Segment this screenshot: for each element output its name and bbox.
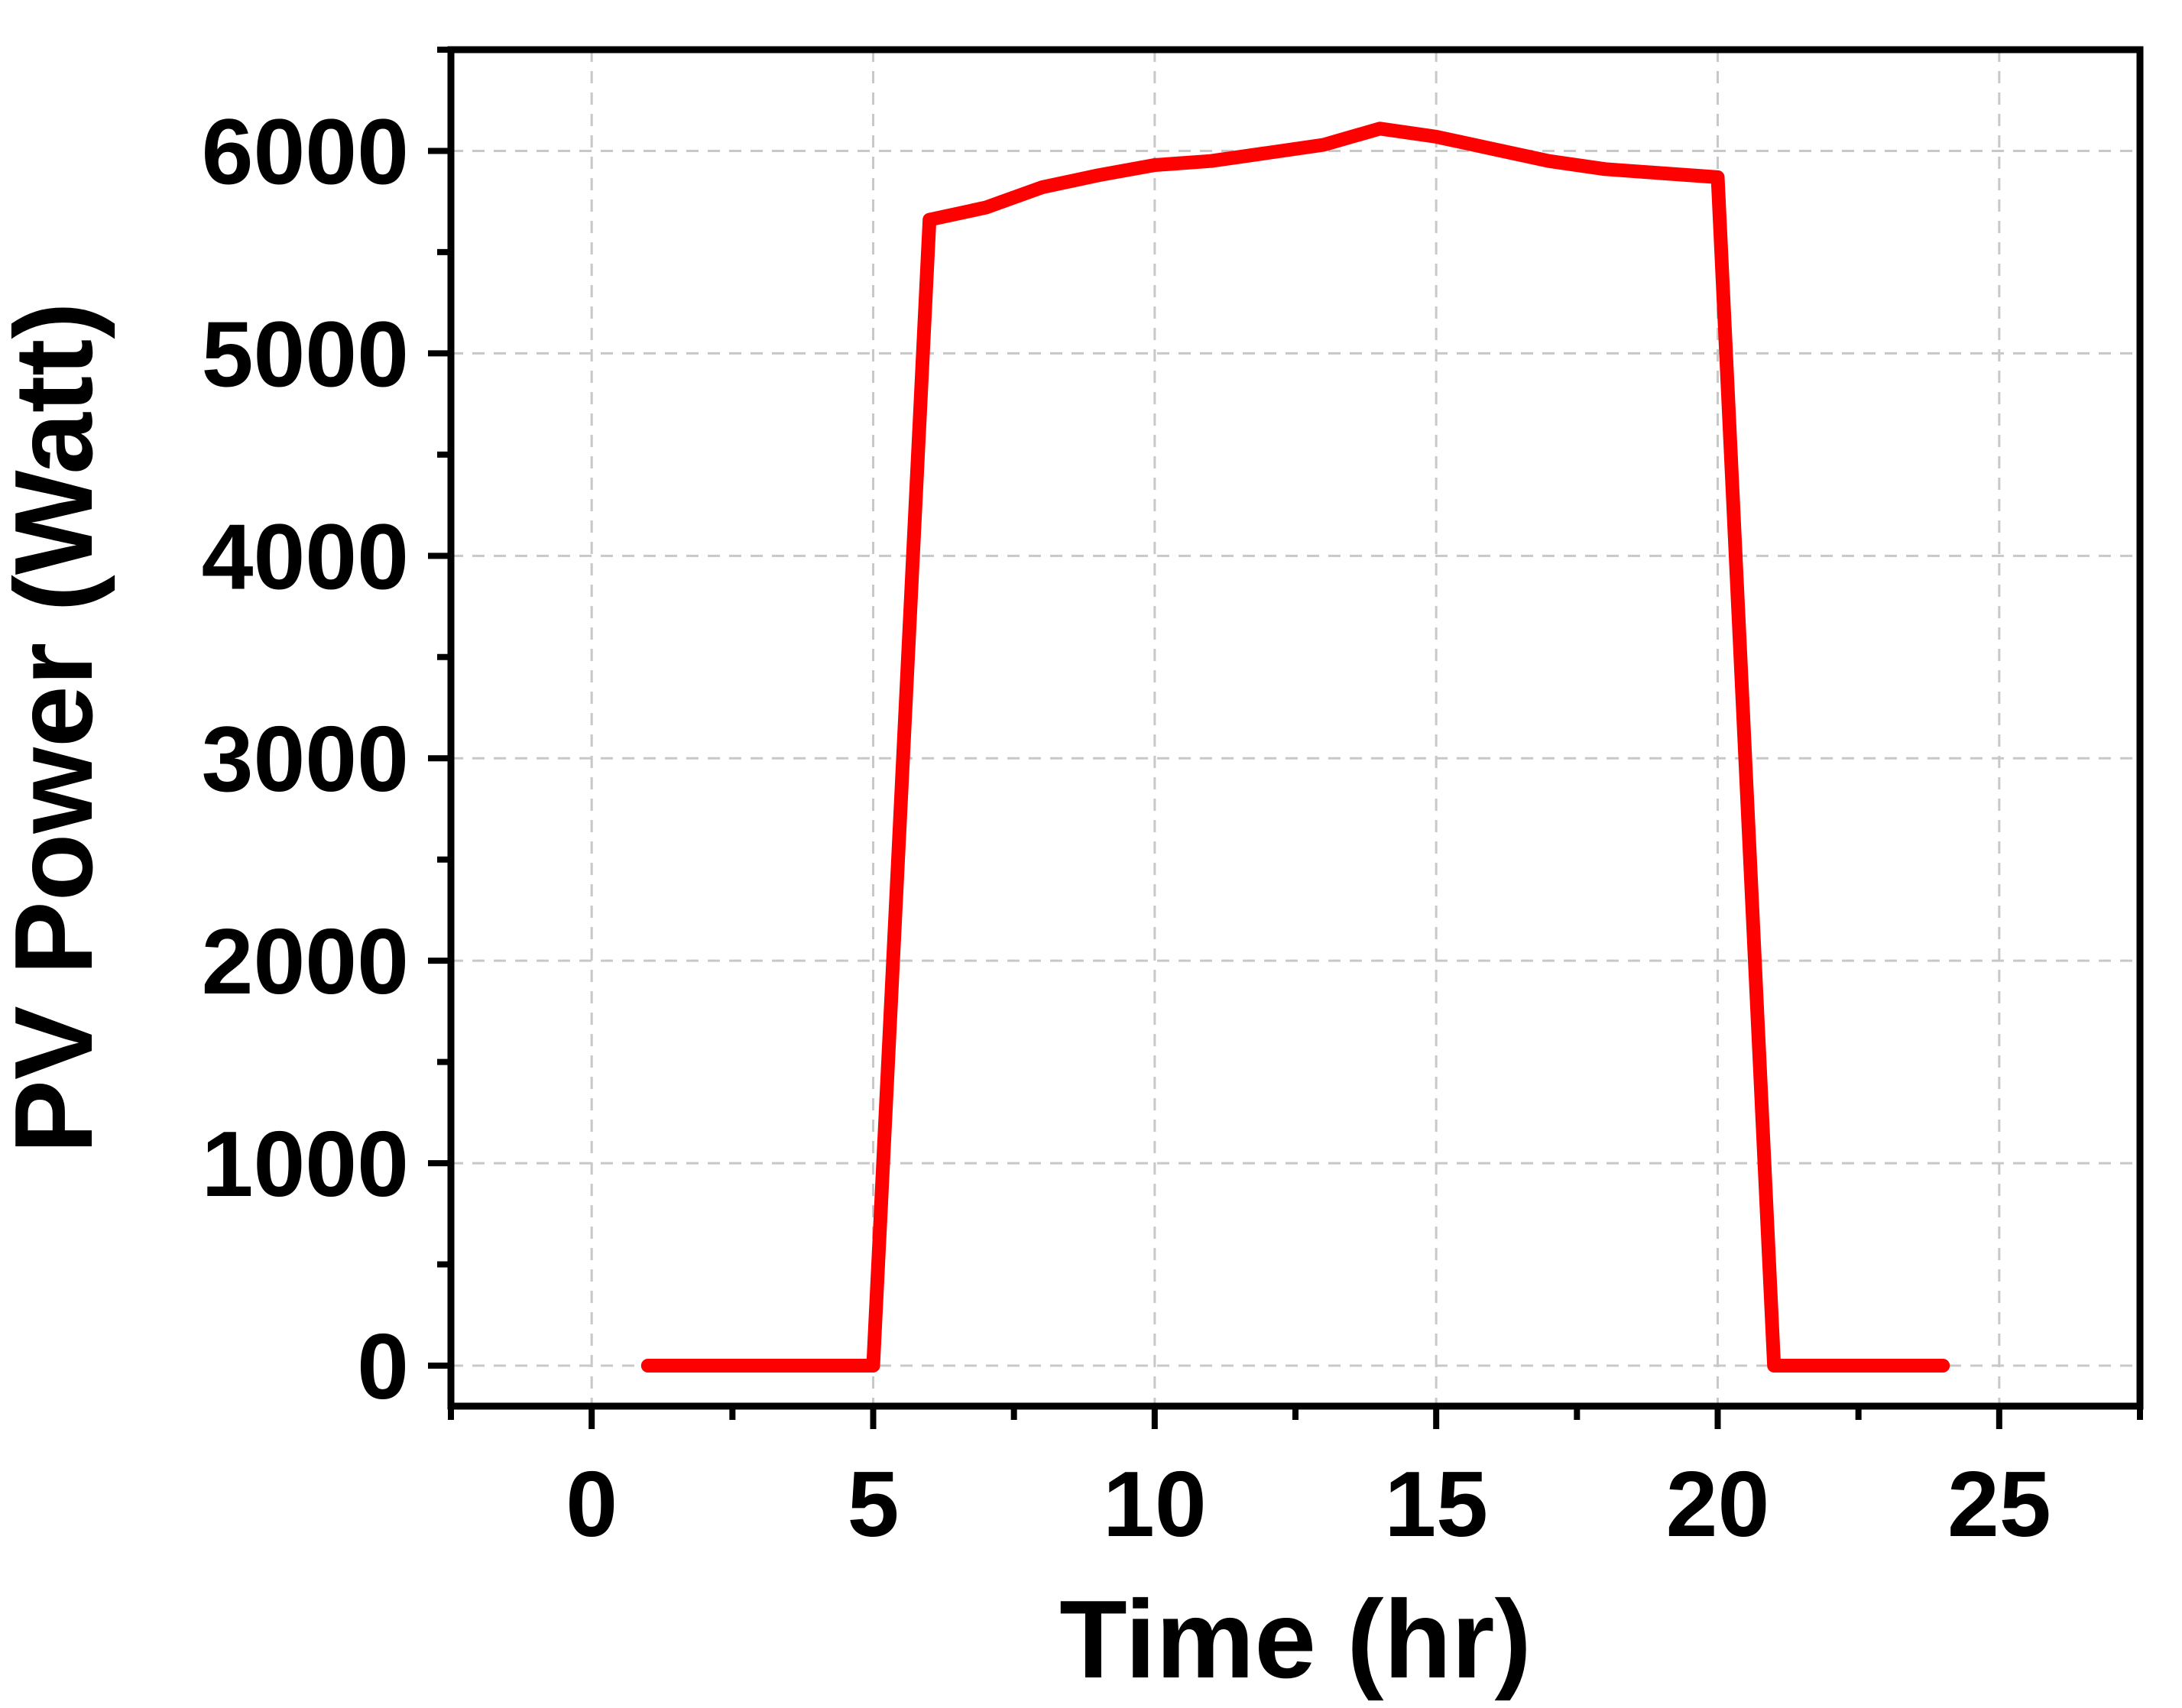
x-tick-label: 0 <box>566 1452 618 1556</box>
y-tick-label: 5000 <box>202 302 409 406</box>
x-tick-label: 5 <box>848 1452 900 1556</box>
grid-lines <box>451 50 2140 1406</box>
y-tick-label: 1000 <box>202 1112 409 1216</box>
y-tick-label: 4000 <box>202 504 409 608</box>
x-tick-label: 15 <box>1384 1452 1488 1556</box>
y-tick-label: 3000 <box>202 707 409 811</box>
x-axis-title: Time (hr) <box>1059 1577 1532 1701</box>
y-axis-title: PV Power (Watt) <box>0 302 115 1153</box>
y-tick-label: 6000 <box>202 99 409 203</box>
series-line <box>640 122 1950 1373</box>
x-tick-label: 10 <box>1103 1452 1207 1556</box>
axis-ticks <box>428 47 2143 1429</box>
plot-frame <box>447 46 2144 1410</box>
series-layer <box>640 122 1950 1373</box>
x-tick-label: 20 <box>1666 1452 1770 1556</box>
y-tick-label: 0 <box>357 1314 409 1418</box>
tick-labels: 0 5 10 15 20 25 0 1000 2000 3000 4000 5000 6000 <box>202 99 2051 1556</box>
x-tick-label: 25 <box>1947 1452 2051 1556</box>
y-tick-label: 2000 <box>202 909 409 1013</box>
